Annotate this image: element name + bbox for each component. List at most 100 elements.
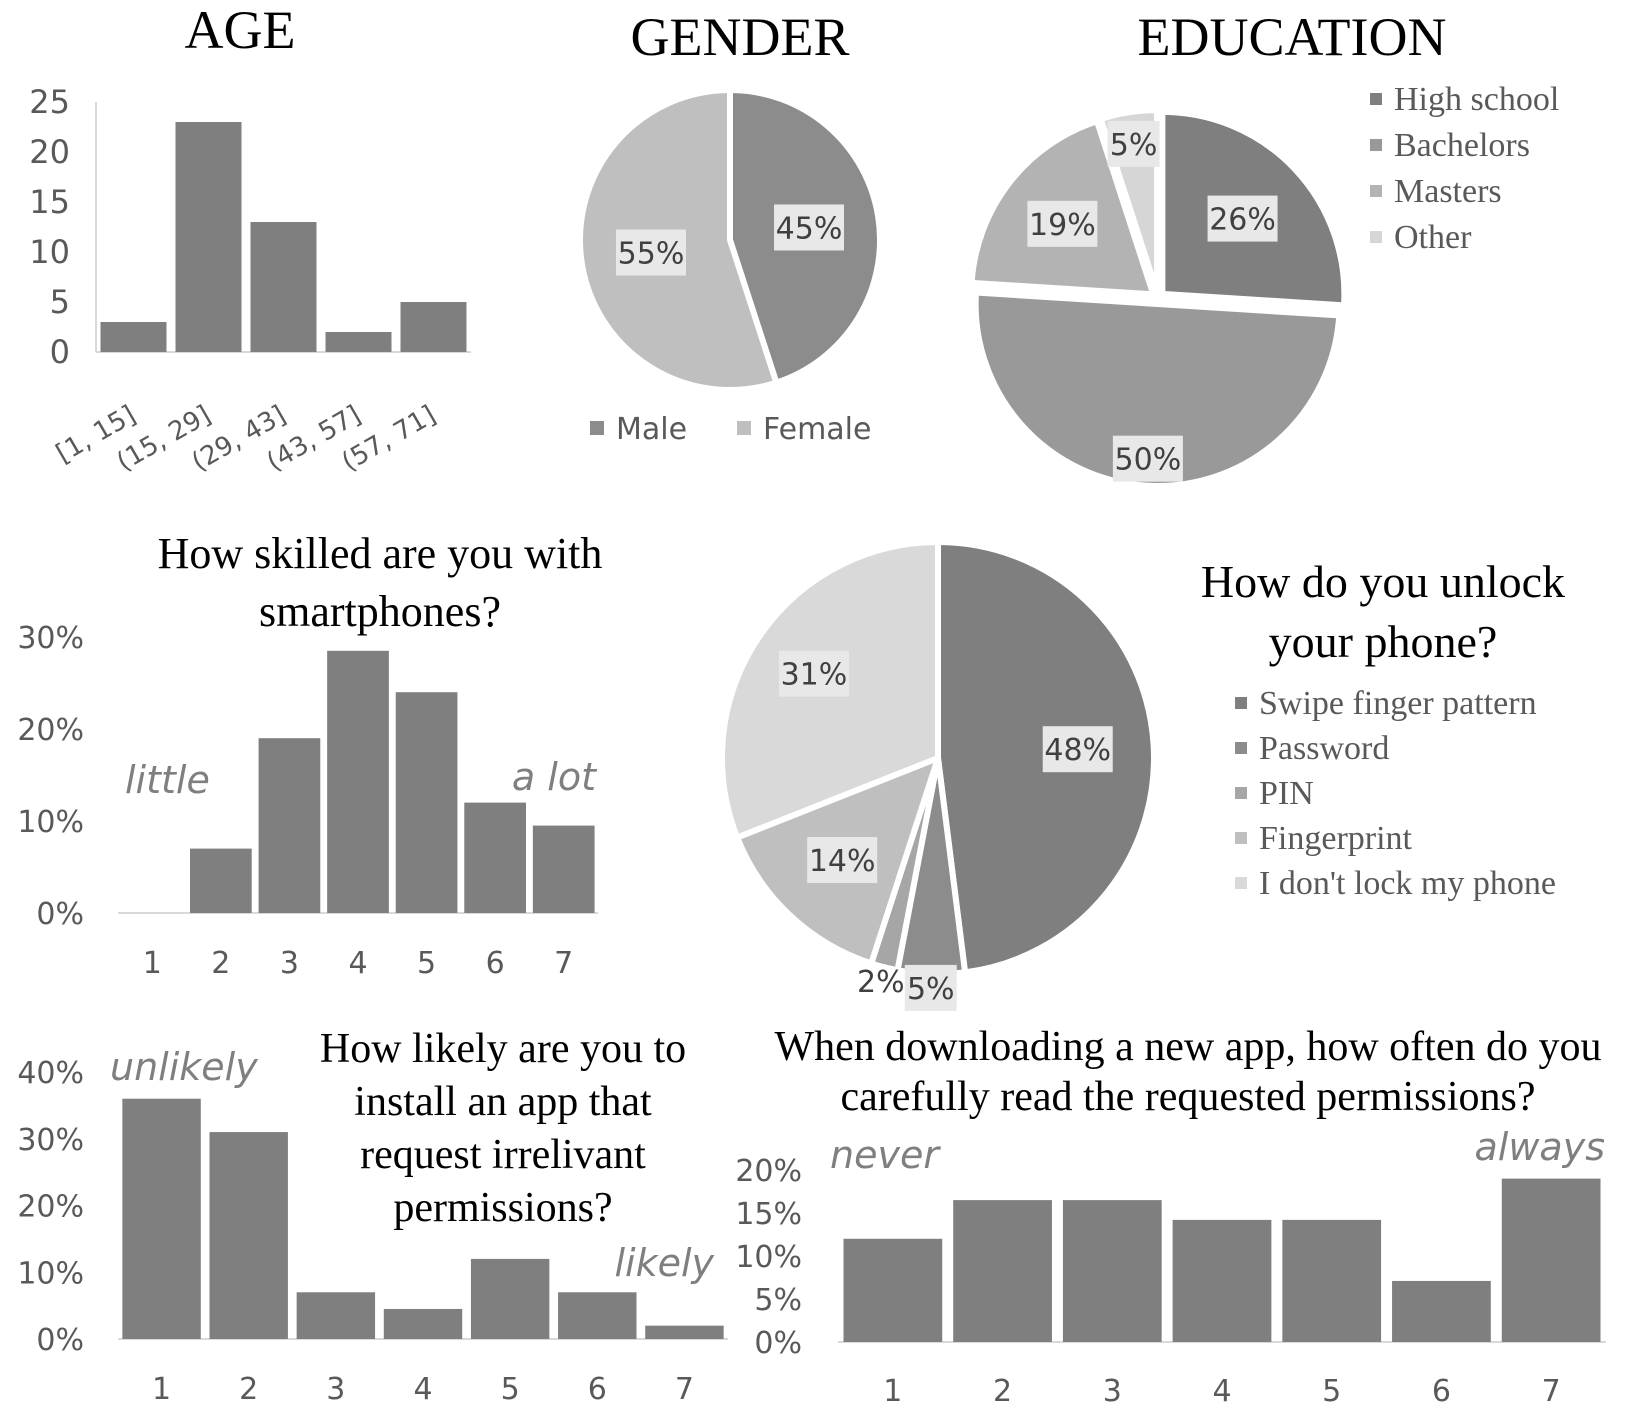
bar	[383, 1308, 463, 1339]
bar	[400, 302, 467, 352]
education-pie-chart: 26% 50% 19% 5%	[968, 107, 1348, 489]
bar	[843, 1238, 943, 1342]
bar	[258, 738, 321, 913]
bar	[190, 848, 252, 913]
y-tick-label: 15%	[735, 1197, 802, 1232]
value-label-bg	[1027, 200, 1098, 247]
x-tick-label: 7	[1542, 1374, 1561, 1409]
y-tick-label: 30%	[17, 621, 84, 656]
y-tick-label: 0	[50, 333, 70, 371]
x-tick-label: 4	[413, 1372, 432, 1407]
permissions-bar-chart: 0% 5% 10% 15% 20% 1 2 3 4 5 6 7	[735, 1154, 1606, 1409]
x-tick-label: 2	[993, 1374, 1012, 1409]
y-tick-label: 10%	[735, 1240, 802, 1275]
y-tick-label: 20%	[17, 1190, 84, 1225]
x-tick-label: 5	[501, 1372, 520, 1407]
annotation-left: unlikely	[110, 1045, 258, 1089]
unlock-pie-chart: 48% 5%2% 14% 31%	[719, 539, 1157, 1011]
value-label-bg	[1112, 435, 1183, 482]
y-tick-label: 30%	[17, 1123, 84, 1158]
bar	[953, 1200, 1052, 1342]
bar	[645, 1325, 724, 1339]
x-tick-label: 7	[554, 946, 573, 981]
value-label: 50%	[1115, 443, 1182, 478]
legend-label: Swipe finger pattern	[1259, 685, 1537, 722]
y-tick-label: 10%	[17, 805, 84, 840]
legend-swatch	[1235, 877, 1247, 889]
value-label: 31%	[781, 658, 848, 693]
value-label: 55%	[618, 237, 685, 272]
x-tick-label: 1	[143, 946, 162, 981]
bar	[1062, 1200, 1162, 1342]
annotation-right: a lot	[512, 755, 598, 799]
pie-slice	[972, 289, 1343, 489]
bar	[175, 122, 242, 352]
legend-swatch	[1370, 185, 1382, 197]
legend-swatch	[1370, 139, 1382, 151]
likely-bar-chart: 0% 10% 20% 30% 40% 1 2 3 4 5 6 7	[17, 1056, 728, 1407]
x-tick-label: 4	[1212, 1374, 1231, 1409]
x-tick-label: 3	[1103, 1374, 1122, 1409]
value-label-bg	[904, 964, 957, 1011]
x-tick-label: 5	[1322, 1374, 1341, 1409]
legend-label: Male	[616, 412, 687, 447]
legend-label: High school	[1394, 81, 1559, 118]
x-tick-label: 1	[883, 1374, 902, 1409]
x-tick-label: 1	[152, 1372, 171, 1407]
bar	[470, 1258, 550, 1339]
legend-label: Masters	[1394, 173, 1502, 210]
y-tick-label: 0%	[754, 1326, 802, 1361]
y-tick-label: 5	[50, 283, 70, 321]
gender-legend: Male Female	[590, 412, 871, 447]
value-label: 14%	[809, 844, 876, 879]
value-label-bg	[1107, 120, 1160, 167]
chart-title: install an app that	[354, 1079, 652, 1125]
x-tick-label: 7	[675, 1372, 694, 1407]
x-tick-label: 3	[326, 1372, 345, 1407]
legend-label: I don't lock my phone	[1259, 865, 1556, 902]
value-label: 48%	[1044, 733, 1111, 768]
chart-title: smartphones?	[259, 587, 501, 636]
x-tick-label: 5	[417, 946, 436, 981]
bar	[1501, 1178, 1601, 1342]
chart-title: When downloading a new app, how often do…	[775, 1024, 1602, 1070]
bar	[558, 1292, 637, 1339]
y-tick-label: 40%	[17, 1056, 84, 1091]
legend-label: Other	[1394, 219, 1472, 256]
annotation-right: likely	[614, 1241, 714, 1285]
legend-label: Bachelors	[1394, 127, 1530, 164]
value-label-bg	[615, 229, 686, 276]
bar	[209, 1132, 288, 1339]
education-legend: High school Bachelors Masters Other	[1370, 81, 1559, 256]
chart-title: How skilled are you with	[158, 529, 603, 578]
value-label: 45%	[776, 211, 843, 246]
chart-title: carefully read the requested permissions…	[840, 1074, 1535, 1120]
y-tick-label: 20	[29, 133, 70, 171]
x-tick-label: 6	[588, 1372, 607, 1407]
bar	[100, 322, 167, 352]
chart-title: GENDER	[631, 7, 850, 67]
value-label: 5%	[907, 972, 955, 1007]
chart-title: How do you unlock	[1201, 556, 1565, 607]
value-label-bg	[807, 837, 878, 884]
legend-swatch	[1235, 697, 1247, 709]
y-tick-label: 20%	[735, 1154, 802, 1189]
unlock-legend: Swipe finger pattern Password PIN Fingerpri…	[1235, 685, 1556, 902]
value-label-bg	[774, 204, 845, 251]
chart-title: your phone?	[1269, 616, 1498, 667]
value-label: 5%	[1110, 128, 1158, 163]
bar	[250, 222, 317, 352]
x-tick-label: 2	[239, 1372, 258, 1407]
y-tick-label: 0%	[36, 1323, 84, 1358]
annotation-left: never	[830, 1133, 941, 1177]
x-tick-label: 2	[211, 946, 230, 981]
x-tick-label: 4	[348, 946, 367, 981]
value-label: 2%	[857, 965, 905, 1000]
legend-swatch	[590, 421, 604, 435]
annotation-left: little	[125, 758, 210, 802]
bar	[296, 1292, 376, 1339]
bar	[327, 650, 389, 913]
bar	[395, 692, 458, 913]
